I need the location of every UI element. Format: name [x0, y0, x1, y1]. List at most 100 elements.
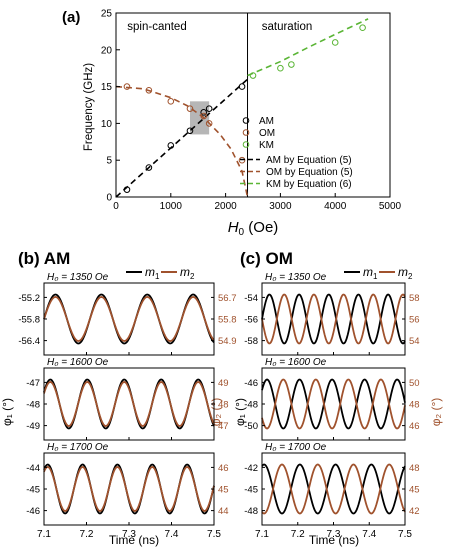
region-label-spin-canted: spin-canted [127, 21, 186, 33]
region-label-saturation: saturation [262, 21, 313, 33]
y-tick-label-left: -54 [244, 293, 258, 304]
data-point-km [331, 39, 339, 46]
y-tick-label-right: 46 [409, 421, 420, 432]
fit-line-om [115, 85, 249, 198]
y-tick-label-left: -56.4 [18, 336, 40, 347]
trace-m2 [43, 381, 215, 427]
x-tick-label-a: 5000 [379, 201, 402, 212]
y-tick-label-left: -46 [244, 378, 258, 389]
y-tick-label-right: 48 [409, 400, 420, 411]
subplot-field-label: H₀ = 1600 Oe [265, 357, 327, 368]
y-tick-label-right: 47 [218, 421, 229, 432]
x-tick-label: 7.3 [327, 529, 341, 540]
data-point-am [186, 127, 194, 135]
trace-m2 [261, 463, 406, 515]
legend-label: OM [259, 128, 275, 139]
trace-m2 [43, 296, 215, 342]
legend-label: AM [259, 116, 274, 127]
x-tick-label-a: 2000 [214, 201, 237, 212]
trace-m2 [261, 378, 406, 430]
y-tick-label-right: 44 [218, 506, 229, 517]
y-tick-label-a: 0 [106, 193, 112, 204]
y-tick-label-left: -44 [26, 463, 40, 474]
x-tick-label: 7.3 [122, 529, 136, 540]
y-tick-label-right: 46 [218, 463, 229, 474]
y-tick-label-a: 5 [106, 156, 112, 167]
data-point-km [359, 24, 366, 32]
y-axis-label-a: Frequency (GHz) [83, 63, 95, 151]
y-tick-label-left: -48 [26, 400, 40, 411]
y-left-label-b: φ₁ (°) [0, 398, 14, 426]
y-tick-label-a: 15 [101, 82, 113, 93]
y-tick-label-left: -58 [244, 336, 258, 347]
y-tick-label-right: 56 [409, 315, 420, 326]
x-tick-label: 7.4 [362, 529, 376, 540]
data-point-am [145, 164, 153, 171]
data-point-am [167, 142, 175, 149]
panel-a: (a) spin-canted saturation Frequency (GH… [62, 9, 402, 239]
y-tick-label-left: -56 [244, 315, 258, 326]
data-point-om [145, 86, 153, 94]
trace-m2 [43, 466, 215, 512]
fit-line-am [115, 78, 249, 198]
trace-m2 [261, 293, 406, 345]
data-point-km [249, 72, 257, 79]
legend-label: KM by Equation (6) [266, 179, 352, 190]
legend-marker-om [242, 129, 250, 136]
x-tick-label-a: 4000 [324, 201, 347, 212]
y-tick-label-right: 56.7 [218, 293, 237, 304]
y-tick-label-right: 48 [218, 400, 229, 411]
y-tick-label-right: 45 [218, 485, 229, 496]
y-tick-label-left: -45 [244, 485, 258, 496]
y-tick-label-right: 49 [218, 378, 229, 389]
y-right-label-c: φ₂ (°) [429, 398, 443, 427]
x-tick-label: 7.1 [255, 529, 269, 540]
y-tick-label-left: -49 [26, 421, 40, 432]
y-tick-label-left: -55.8 [18, 315, 40, 326]
y-tick-label-left: -48 [244, 400, 258, 411]
panel-a-label: (a) [62, 9, 80, 26]
y-tick-label-a: 25 [101, 9, 113, 20]
legend-label: OM by Equation (5) [266, 167, 353, 178]
y-tick-label-right: 45 [409, 485, 420, 496]
subplot-frame [43, 282, 215, 356]
x-tick-label: 7.4 [165, 529, 179, 540]
x-tick-label: 7.5 [398, 529, 412, 540]
x-tick-label-a: 3000 [269, 201, 292, 212]
panel-c-title: (c) OM [240, 249, 293, 268]
x-axis-label-b: Time (ns) [109, 533, 159, 547]
subplot-frame [261, 452, 406, 526]
data-point-km [277, 64, 284, 72]
y-tick-label-left: -55.2 [18, 293, 40, 304]
subplot-field-label: H₀ = 1700 Oe [265, 442, 327, 453]
subplot-field-label: H₀ = 1600 Oe [47, 357, 109, 368]
data-point-am [200, 109, 207, 116]
legend-label-m2: m2 [398, 265, 413, 281]
legend-label-m1: m1 [363, 265, 378, 281]
trace-m1 [261, 463, 406, 515]
y-tick-label-right: 50 [409, 378, 420, 389]
legend-label: KM [259, 140, 274, 151]
subplot-frame [261, 282, 406, 356]
y-left-label-c: φ₁ (°) [233, 398, 247, 426]
y-tick-label-left: -48 [244, 506, 258, 517]
y-tick-label-left: -46 [26, 506, 40, 517]
data-point-km [288, 61, 295, 68]
y-tick-label-right: 58 [409, 293, 420, 304]
fit-line-km [247, 18, 369, 77]
y-tick-label-right: 54 [409, 336, 420, 347]
x-axis-label-a: H0 (Oe) [228, 219, 279, 238]
data-point-am [205, 105, 213, 112]
y-tick-label-a: 20 [101, 45, 113, 56]
legend-marker-km [242, 141, 250, 148]
x-tick-label: 7.2 [291, 529, 305, 540]
data-point-am [123, 186, 131, 193]
y-tick-label-left: -45 [26, 485, 40, 496]
x-tick-label-a: 1000 [160, 201, 183, 212]
subplot-field-label: H₀ = 1350 Oe [265, 272, 327, 283]
trace-m1 [261, 378, 406, 430]
y-tick-label-right: 55.8 [218, 315, 237, 326]
plot-frame-a [115, 12, 391, 198]
x-tick-label: 7.1 [37, 529, 51, 540]
